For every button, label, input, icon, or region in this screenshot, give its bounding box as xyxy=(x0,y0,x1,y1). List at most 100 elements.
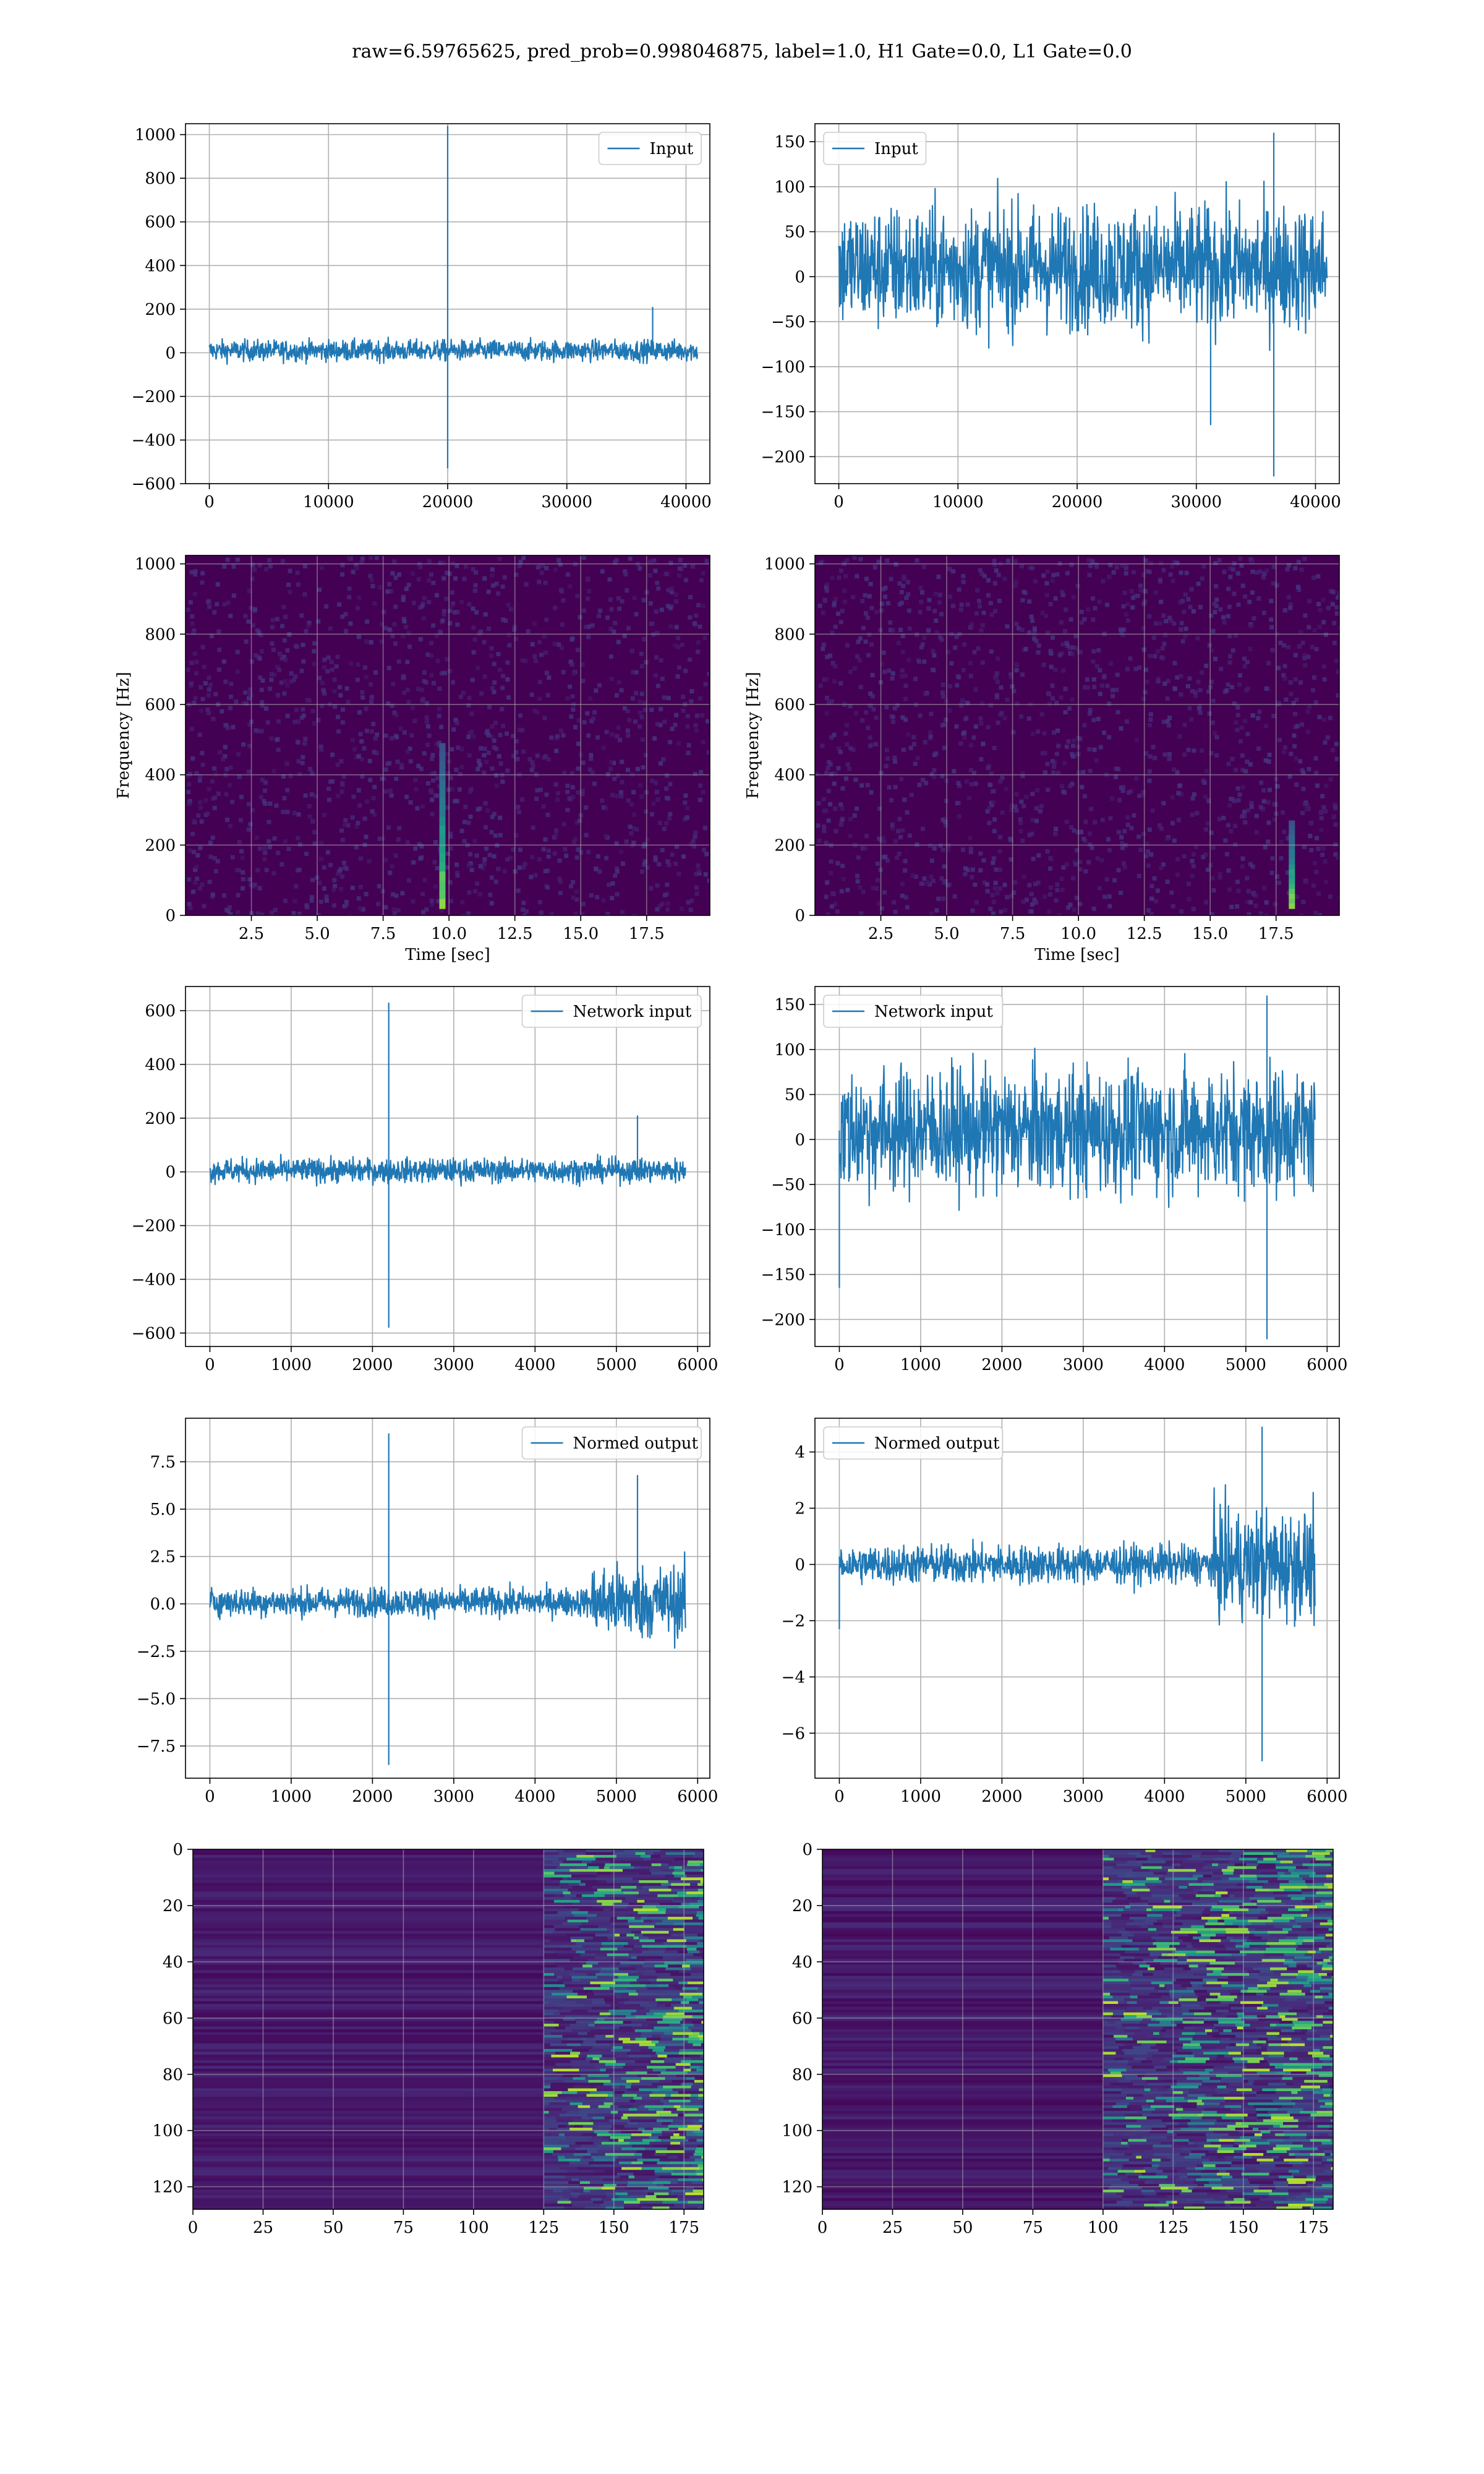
feature-row xyxy=(193,1849,704,1853)
heatmap-cell xyxy=(304,628,309,633)
feature-cell xyxy=(621,2116,628,2120)
feature-cell xyxy=(614,1933,620,1937)
heatmap-cell xyxy=(684,815,689,820)
heatmap-cell xyxy=(1267,752,1272,757)
heatmap-cell xyxy=(255,628,260,633)
heatmap-cell xyxy=(698,696,703,701)
heatmap-cell xyxy=(1147,722,1152,727)
heatmap-cell xyxy=(1009,803,1014,808)
feature-cell xyxy=(693,2130,704,2134)
heatmap-cell xyxy=(200,763,205,768)
heatmap-cell xyxy=(365,799,370,804)
heatmap-cell xyxy=(292,810,297,815)
heatmap-cell xyxy=(356,821,360,826)
feature-cell xyxy=(641,2167,662,2170)
feature-cell xyxy=(687,2125,702,2128)
heatmap-cell xyxy=(1148,754,1153,759)
heatmap-cell xyxy=(455,873,460,878)
heatmap-cell xyxy=(939,612,944,617)
heatmap-cell xyxy=(1128,656,1133,661)
feature-cell xyxy=(652,2048,665,2052)
heatmap-cell xyxy=(1256,716,1261,721)
heatmap-cell xyxy=(1320,852,1325,857)
heatmap-cell xyxy=(449,899,454,904)
heatmap-cell xyxy=(900,893,905,898)
heatmap-cell xyxy=(466,734,471,739)
heatmap-cell xyxy=(1328,777,1333,782)
feature-row xyxy=(193,2029,704,2033)
feature-cell xyxy=(691,2181,704,2185)
feature-cell xyxy=(567,2170,582,2173)
feature-cell xyxy=(699,2167,704,2170)
heatmap-cell xyxy=(215,858,220,863)
heatmap-cell xyxy=(664,795,669,800)
heatmap-cell xyxy=(529,768,534,773)
heatmap-cell xyxy=(1125,667,1130,672)
heatmap-cell xyxy=(606,882,611,887)
heatmap-cell xyxy=(1071,876,1076,881)
heatmap-cell xyxy=(1227,654,1232,659)
feature-row xyxy=(193,1967,704,1971)
feature-cell xyxy=(684,1872,704,1875)
feature-row xyxy=(193,2099,704,2103)
heatmap-cell xyxy=(1300,768,1305,773)
feature-cell xyxy=(656,1905,679,1909)
heatmap-cell xyxy=(587,696,592,701)
heatmap-cell xyxy=(230,855,235,860)
heatmap-cell xyxy=(1259,780,1264,785)
heatmap-cell xyxy=(678,558,683,563)
feature-cell xyxy=(597,2018,605,2021)
heatmap-cell xyxy=(1078,737,1083,742)
heatmap-cell xyxy=(257,563,262,568)
heatmap-cell xyxy=(244,701,249,706)
feature-cell xyxy=(631,2026,654,2030)
heatmap-cell xyxy=(948,594,953,599)
feature-cell xyxy=(579,2184,604,2188)
heatmap-cell xyxy=(1051,635,1055,640)
heatmap-cell xyxy=(639,794,644,799)
heatmap-cell xyxy=(1234,633,1239,638)
heatmap-cell xyxy=(517,865,522,870)
feature-row xyxy=(822,1877,1333,1881)
feature-cell xyxy=(1272,1877,1277,1881)
heatmap-cell xyxy=(505,677,510,682)
feature-cell xyxy=(688,2102,704,2106)
heatmap-cell xyxy=(1175,560,1180,565)
heatmap-cell xyxy=(514,738,519,743)
heatmap-cell xyxy=(560,622,565,627)
feature-cell xyxy=(576,1939,585,1943)
heatmap-cell xyxy=(1242,814,1247,819)
heatmap-cell xyxy=(335,654,340,659)
heatmap-cell xyxy=(429,641,433,646)
feature-cell xyxy=(693,2023,704,2027)
feature-cell xyxy=(675,2066,690,2070)
feature-cell xyxy=(615,1880,639,1884)
feature-cell xyxy=(699,1950,704,1954)
heatmap-cell xyxy=(401,634,406,639)
feature-cell xyxy=(616,1855,641,1859)
feature-cell xyxy=(1277,1872,1285,1875)
heatmap-cell xyxy=(704,852,709,857)
feature-cell xyxy=(1233,1872,1261,1875)
heatmap-cell xyxy=(312,649,317,654)
heatmap-cell xyxy=(271,871,276,876)
heatmap-cell xyxy=(437,706,441,711)
feature-cell xyxy=(650,2198,678,2201)
feature-cell xyxy=(578,2110,597,2114)
heatmap-cell xyxy=(1044,593,1049,597)
heatmap-cell xyxy=(1245,899,1250,904)
feature-cell xyxy=(635,2116,663,2120)
feature-cell xyxy=(673,2119,693,2123)
heatmap-cell xyxy=(942,864,947,869)
y-tick-label: 600 xyxy=(774,696,805,714)
feature-cell xyxy=(600,1948,618,1951)
feature-cell xyxy=(562,1860,582,1864)
heatmap-cell xyxy=(969,624,974,629)
heatmap-cell xyxy=(187,798,192,803)
heatmap-cell xyxy=(993,675,998,680)
feature-cell xyxy=(648,2046,666,2050)
heatmap-cell xyxy=(1270,856,1275,861)
heatmap-cell xyxy=(554,748,559,753)
heatmap-cell xyxy=(1067,646,1072,651)
heatmap-cell xyxy=(191,630,196,635)
